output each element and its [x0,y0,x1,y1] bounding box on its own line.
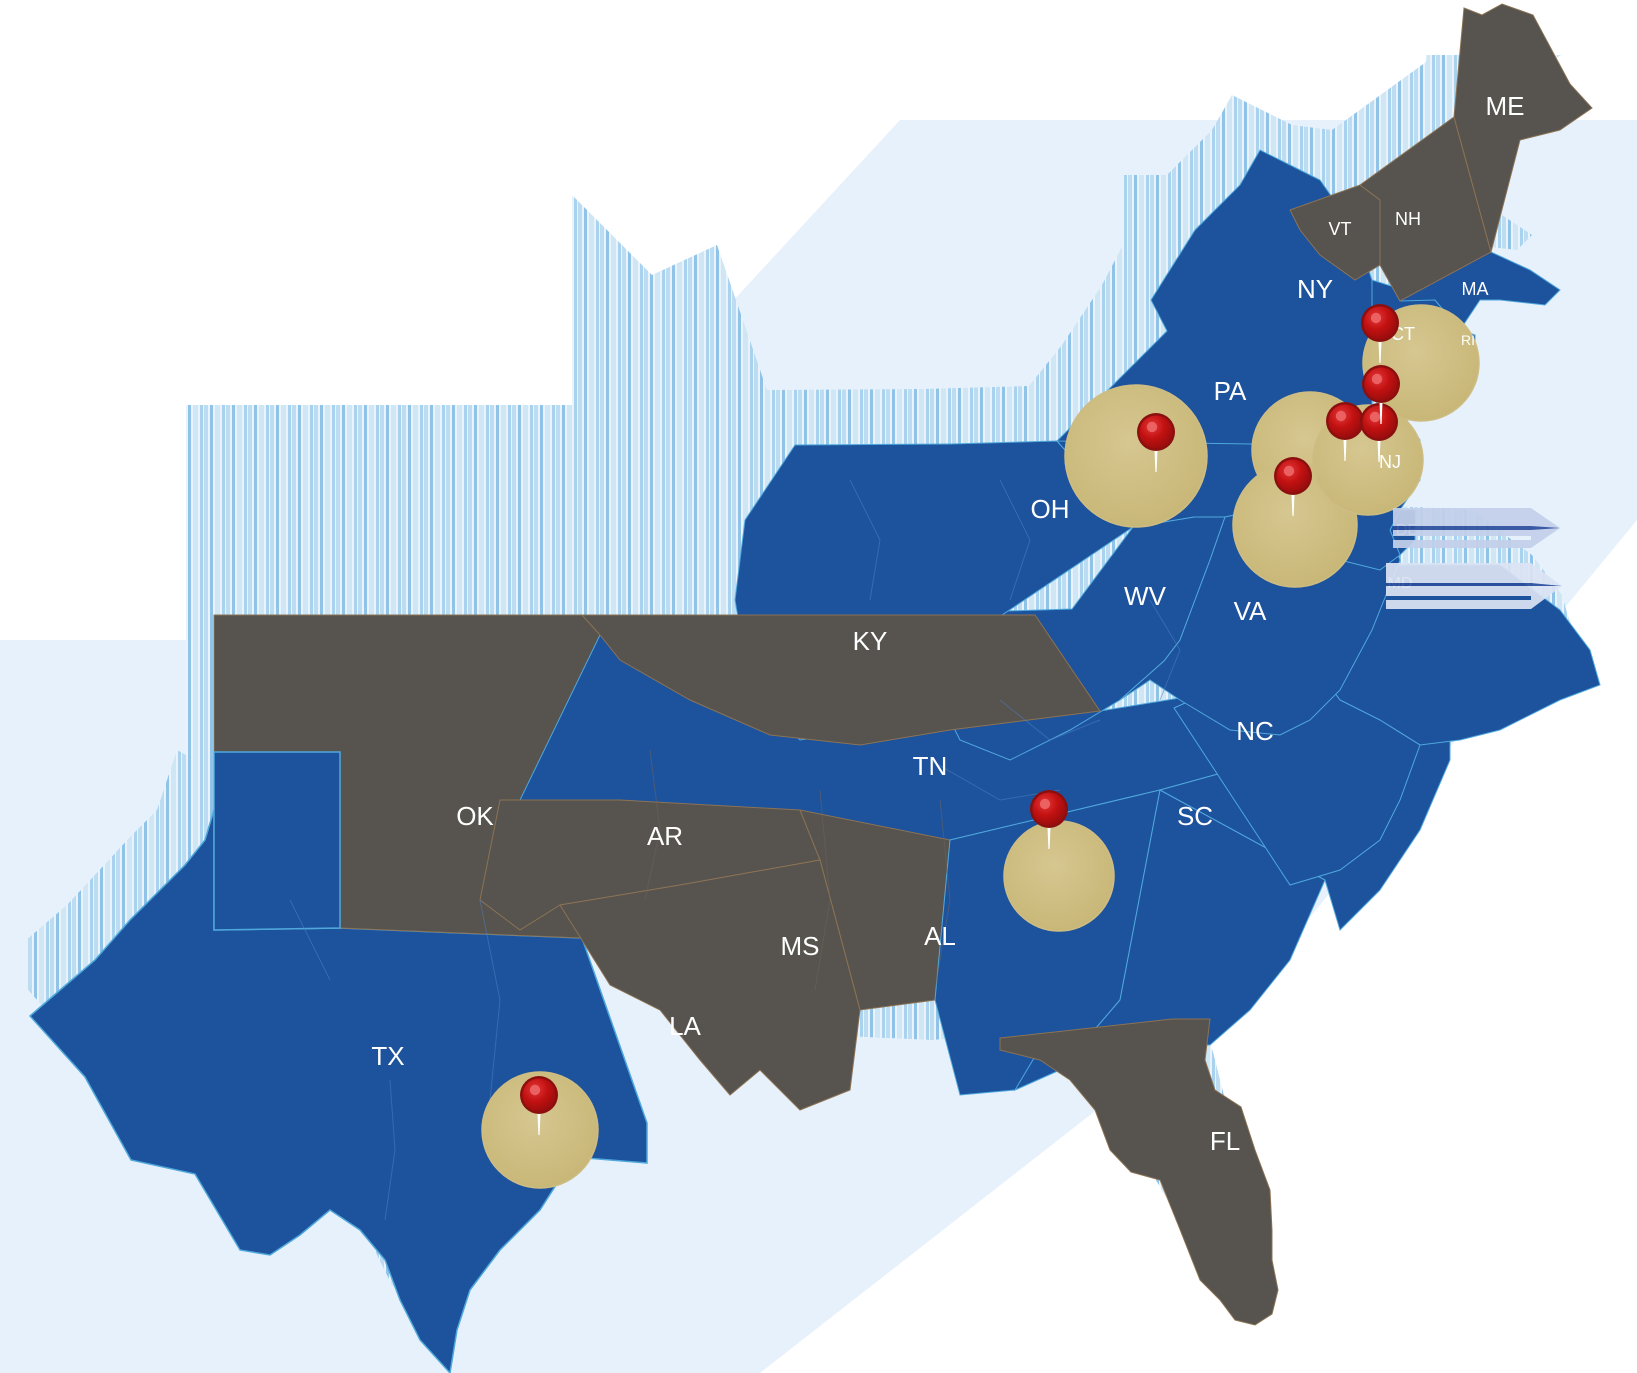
svg-text:VT: VT [1328,219,1351,239]
svg-text:MA: MA [1462,279,1489,299]
svg-text:AR: AR [647,821,683,851]
svg-text:NH: NH [1395,209,1421,229]
svg-text:TX: TX [371,1041,404,1071]
svg-text:NJ: NJ [1379,452,1401,472]
svg-text:AL: AL [924,921,956,951]
svg-text:ME: ME [1486,91,1525,121]
svg-text:KY: KY [853,626,888,656]
svg-text:OK: OK [456,801,494,831]
svg-text:OH: OH [1031,494,1070,524]
svg-text:NC: NC [1236,716,1274,746]
svg-text:FL: FL [1210,1126,1240,1156]
svg-text:TN: TN [913,751,948,781]
svg-text:WV: WV [1124,581,1167,611]
svg-text:PA: PA [1214,376,1247,406]
svg-text:SC: SC [1177,801,1213,831]
svg-text:LA: LA [669,1011,701,1041]
svg-text:MS: MS [781,931,820,961]
svg-text:RI: RI [1461,332,1475,348]
svg-text:NY: NY [1297,274,1333,304]
svg-text:VA: VA [1234,596,1267,626]
